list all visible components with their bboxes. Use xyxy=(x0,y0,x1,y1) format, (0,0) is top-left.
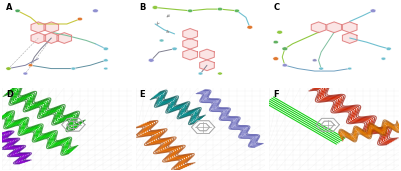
Polygon shape xyxy=(44,22,59,33)
Circle shape xyxy=(172,47,177,50)
Circle shape xyxy=(234,9,239,12)
Circle shape xyxy=(103,47,108,50)
Polygon shape xyxy=(31,33,46,43)
Circle shape xyxy=(104,67,108,70)
Text: E: E xyxy=(140,90,145,99)
Circle shape xyxy=(381,57,386,60)
Circle shape xyxy=(198,72,203,75)
Circle shape xyxy=(217,8,223,11)
Circle shape xyxy=(159,39,164,42)
Circle shape xyxy=(93,9,98,13)
Text: B: B xyxy=(140,3,146,12)
Circle shape xyxy=(152,6,158,9)
Circle shape xyxy=(28,64,33,67)
Polygon shape xyxy=(31,22,46,33)
Circle shape xyxy=(277,30,282,34)
Circle shape xyxy=(370,9,376,13)
Text: C: C xyxy=(273,3,279,12)
Circle shape xyxy=(247,25,253,29)
Circle shape xyxy=(319,67,324,70)
Circle shape xyxy=(23,72,28,75)
Circle shape xyxy=(282,47,288,51)
Circle shape xyxy=(15,9,20,12)
Text: A: A xyxy=(6,3,12,12)
Text: D: D xyxy=(6,90,13,99)
Polygon shape xyxy=(183,38,197,49)
Polygon shape xyxy=(183,49,197,60)
Polygon shape xyxy=(327,22,341,33)
Polygon shape xyxy=(183,29,197,39)
Circle shape xyxy=(77,17,83,21)
Polygon shape xyxy=(200,60,214,71)
Polygon shape xyxy=(311,22,326,33)
Circle shape xyxy=(103,59,108,62)
Circle shape xyxy=(273,41,278,44)
Polygon shape xyxy=(342,33,357,43)
Circle shape xyxy=(273,57,279,61)
Polygon shape xyxy=(44,33,59,43)
Circle shape xyxy=(148,58,154,62)
Polygon shape xyxy=(200,49,214,60)
Circle shape xyxy=(6,67,11,70)
Circle shape xyxy=(71,67,76,70)
Circle shape xyxy=(386,47,391,50)
Text: F: F xyxy=(273,90,279,99)
Circle shape xyxy=(218,72,222,75)
Polygon shape xyxy=(342,22,357,33)
Circle shape xyxy=(312,59,317,62)
Circle shape xyxy=(348,67,352,70)
Circle shape xyxy=(188,9,193,12)
Polygon shape xyxy=(57,33,72,43)
Circle shape xyxy=(282,64,288,67)
